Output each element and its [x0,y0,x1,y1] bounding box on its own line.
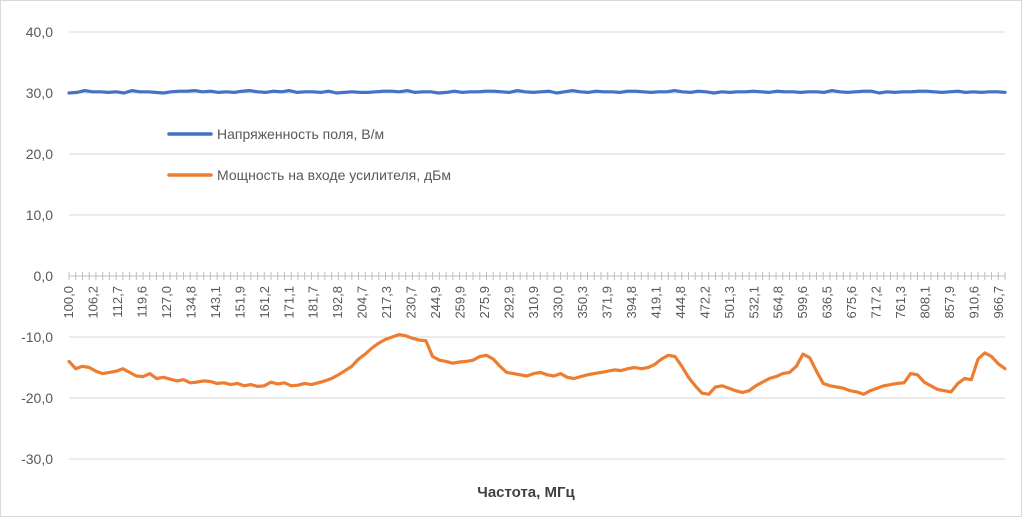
x-tick-label: 192,8 [330,286,345,319]
x-tick-label: 330,0 [550,286,565,319]
y-tick-label: 0,0 [34,268,54,284]
x-tick-label: 143,1 [208,286,223,319]
y-axis-ticks: 40,0 30,0 20,0 10,0 0,0 -10,0 -20,0 -30,0 [21,24,53,467]
y-tick-label: 10,0 [26,207,53,223]
x-tick-label: 394,8 [624,286,639,319]
x-tick-label: 310,9 [526,286,541,319]
x-tick-label: 112,7 [110,286,125,318]
series-line-1 [67,88,1007,95]
x-tick-label: 259,9 [453,286,468,319]
x-tick-label: 292,9 [502,286,517,319]
x-tick-label: 717,2 [869,286,884,319]
x-tick-label: 181,7 [306,286,321,319]
x-axis-title: Частота, МГц [477,484,575,501]
x-tick-label: 244,9 [428,286,443,319]
x-tick-label: 444,8 [673,286,688,319]
series-lines [67,88,1007,396]
x-tick-label: 161,2 [257,286,272,319]
x-tick-label: 151,9 [232,286,247,319]
x-axis [68,272,1006,280]
x-tick-label: 106,2 [85,286,100,319]
x-axis-tick-labels: 100,0 106,2 112,7 119,6 127,0 134,8 143,1 151,9… [61,286,1006,319]
x-tick-label: 119,6 [134,286,149,318]
x-tick-label: 532,1 [746,286,761,319]
legend: Напряженность поля, В/м Мощность на входе… [167,126,451,183]
y-tick-label: 20,0 [26,146,53,162]
x-tick-label: 127,0 [159,286,174,319]
x-tick-label: 204,7 [355,286,370,319]
x-tick-label: 857,9 [942,286,957,319]
x-tick-label: 564,8 [771,286,786,319]
x-tick-label: 171,1 [281,286,296,319]
x-tick-label: 599,6 [795,286,810,319]
y-tick-label: -20,0 [21,390,53,406]
x-tick-label: 371,9 [599,286,614,319]
x-tick-label: 230,7 [404,286,419,319]
x-tick-label: 275,9 [477,286,492,319]
x-tick-label: 134,8 [183,286,198,319]
y-tick-label: 30,0 [26,85,53,101]
y-tick-label: 40,0 [26,24,53,40]
legend-label: Мощность на входе усилителя, дБм [217,167,451,183]
x-tick-label: 910,6 [967,286,982,319]
x-tick-label: 350,3 [575,286,590,319]
y-tick-label: -30,0 [21,451,53,467]
x-tick-label: 966,7 [991,286,1006,319]
x-tick-label: 419,1 [648,286,663,319]
x-tick-label: 501,3 [722,286,737,319]
x-tick-label: 636,5 [820,286,835,319]
x-tick-label: 217,3 [379,286,394,319]
x-tick-label: 472,2 [697,286,712,319]
x-tick-label: 675,6 [844,286,859,319]
x-tick-label: 761,3 [893,286,908,319]
y-tick-label: -10,0 [21,329,53,345]
series-line-2 [67,333,1007,396]
x-tick-label: 808,1 [918,286,933,319]
x-tick-label: 100,0 [61,286,76,319]
legend-label: Напряженность поля, В/м [217,126,384,142]
